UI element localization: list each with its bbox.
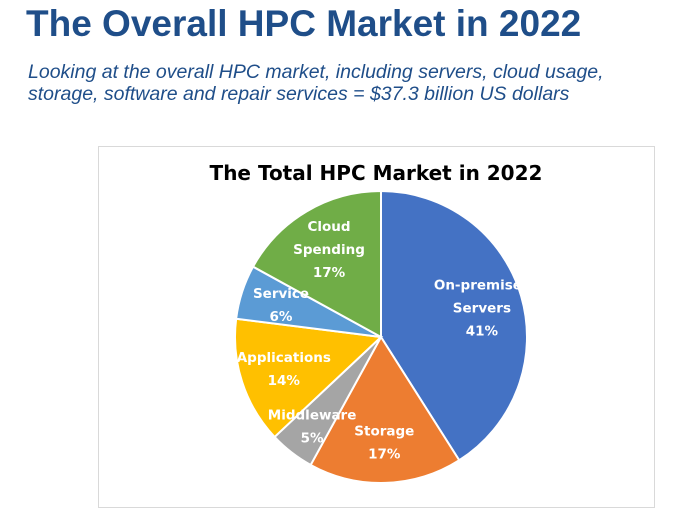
pie-chart: The Total HPC Market in 2022 On-premises…: [210, 161, 543, 484]
slice-label-middleware: Middleware 5%: [268, 407, 357, 446]
slice-label-service: Service 6%: [253, 286, 309, 325]
slice-label-cloud-spending: Cloud Spending 17%: [293, 219, 365, 281]
slice-label-applications: Applications 14%: [237, 350, 331, 389]
pie-slice-cloud-spending: [251, 189, 382, 339]
subtitle-line-1: Looking at the overall HPC market, inclu…: [28, 61, 604, 83]
slide-title: The Overall HPC Market in 2022: [26, 3, 582, 44]
slice-label-storage: Storage 17%: [354, 424, 414, 463]
pie-slices: [234, 189, 528, 484]
pie-labels: On-premises Servers 41% Storage 17%Middlewar…: [237, 219, 530, 463]
slice-label-on-premises-servers: On-premises Servers 41%: [434, 278, 530, 340]
slide-subtitle: Looking at the overall HPC market, inclu…: [28, 61, 604, 105]
pie-slice-applications: [234, 317, 384, 439]
pie-slice-storage: [309, 335, 461, 484]
chart-title: The Total HPC Market in 2022: [210, 161, 543, 185]
pie-chart-frame: The Total HPC Market in 2022 On-premises…: [98, 146, 655, 508]
subtitle-line-2: storage, software and repair services = …: [28, 83, 570, 105]
